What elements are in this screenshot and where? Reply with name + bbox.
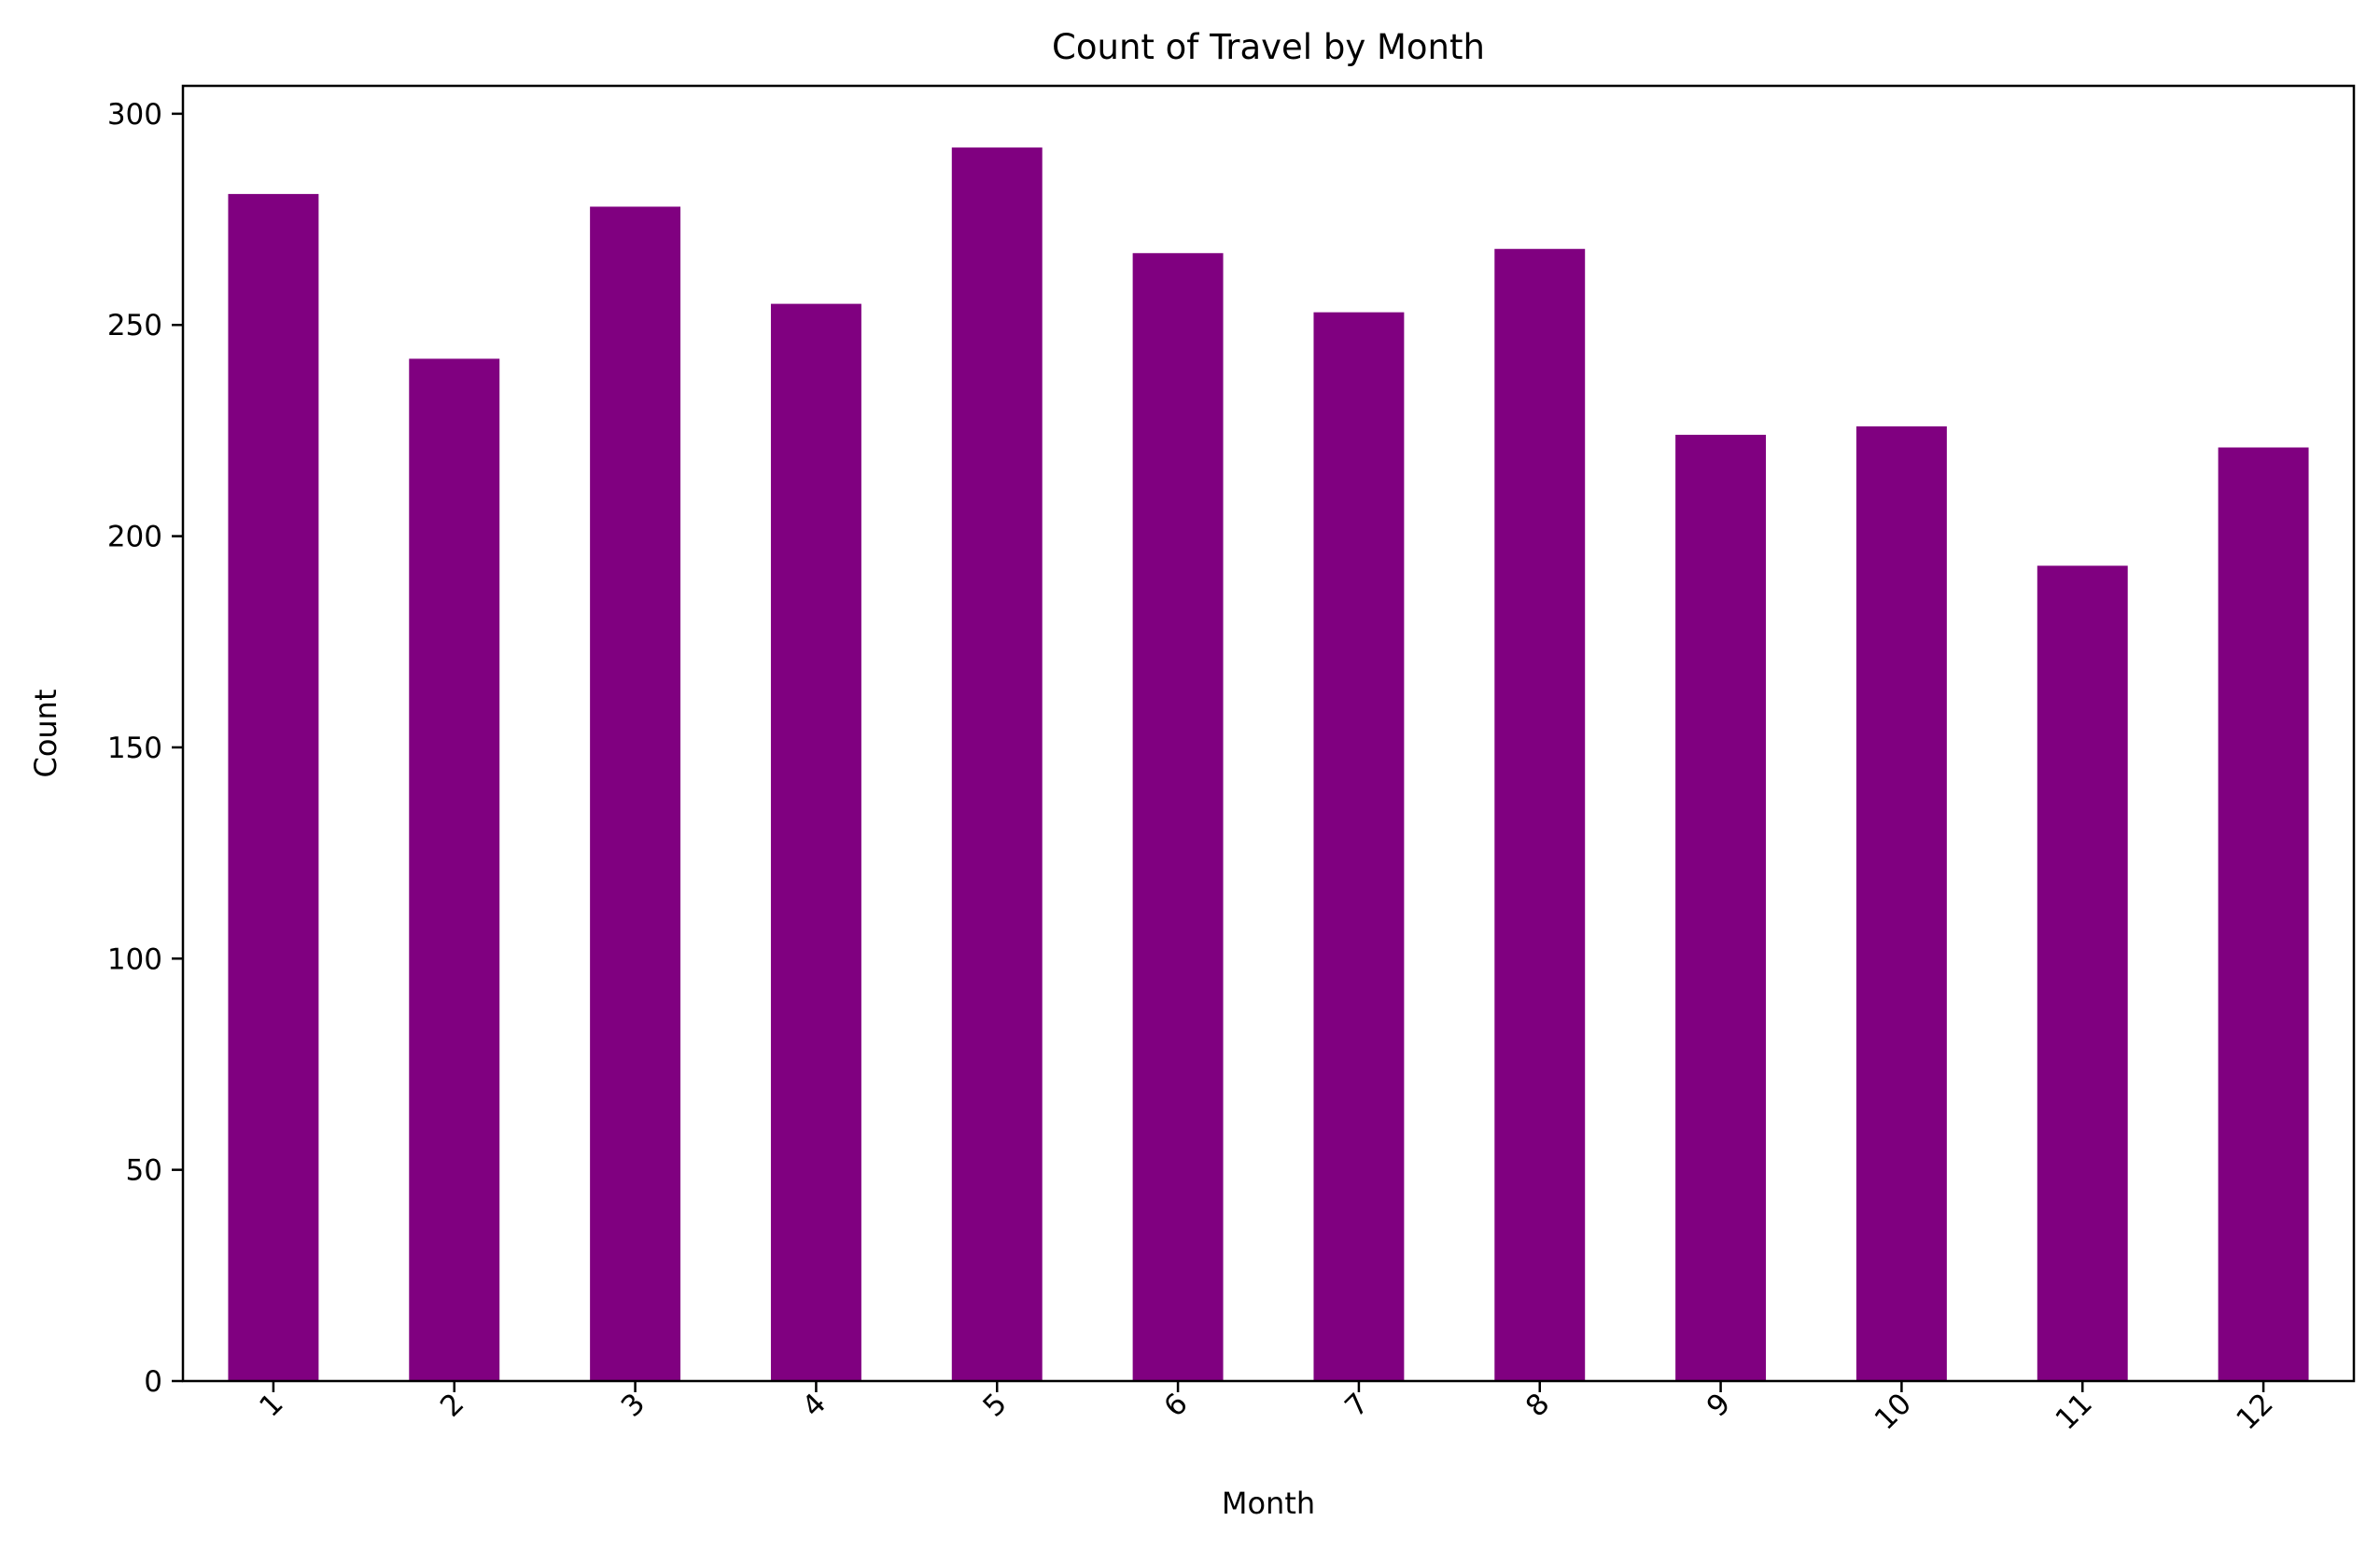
bar-month-4 xyxy=(770,303,861,1381)
y-axis: 0 50 100 150 200 250 300 xyxy=(107,98,183,1399)
bar-month-7 xyxy=(1313,312,1405,1381)
x-axis-label: Month xyxy=(1222,1486,1315,1521)
x-tick-label: 3 xyxy=(615,1387,651,1423)
y-tick-label: 150 xyxy=(107,732,162,765)
plot-frame xyxy=(181,84,2356,1383)
x-axis: 1 2 3 4 5 6 7 8 9 10 11 12 xyxy=(253,1381,2280,1437)
y-tick-label: 200 xyxy=(107,521,162,554)
y-tick-label: 50 xyxy=(126,1154,162,1188)
bar-month-3 xyxy=(590,206,681,1381)
x-tick-label: 6 xyxy=(1157,1387,1194,1423)
bar-month-8 xyxy=(1494,248,1586,1382)
bar-month-6 xyxy=(1132,253,1224,1382)
x-tick-label: 8 xyxy=(1519,1387,1556,1423)
bar-month-12 xyxy=(2218,447,2309,1381)
chart-title: Count of Travel by Month xyxy=(1052,27,1485,67)
x-tick-label: 11 xyxy=(2050,1387,2099,1436)
y-tick-label: 250 xyxy=(107,309,162,342)
x-tick-label: 9 xyxy=(1701,1387,1737,1423)
x-tick-label: 10 xyxy=(1869,1387,1918,1436)
bar-month-1 xyxy=(228,193,319,1381)
y-axis-label: Count xyxy=(28,689,63,777)
x-tick-label: 5 xyxy=(976,1387,1013,1423)
y-tick-label: 300 xyxy=(107,98,162,132)
bar-month-10 xyxy=(1855,426,1947,1381)
y-tick-label: 100 xyxy=(107,942,162,976)
x-tick-label: 4 xyxy=(796,1387,833,1423)
bar-month-5 xyxy=(951,147,1043,1382)
bar-month-9 xyxy=(1675,434,1767,1382)
x-tick-label: 12 xyxy=(2230,1387,2279,1436)
bar-month-11 xyxy=(2037,565,2128,1381)
x-tick-label: 7 xyxy=(1338,1387,1375,1423)
y-tick-label: 0 xyxy=(144,1365,162,1399)
x-tick-label: 1 xyxy=(253,1387,289,1423)
bars-group xyxy=(228,147,2309,1382)
x-tick-label: 2 xyxy=(434,1387,470,1423)
bar-month-2 xyxy=(409,358,500,1382)
